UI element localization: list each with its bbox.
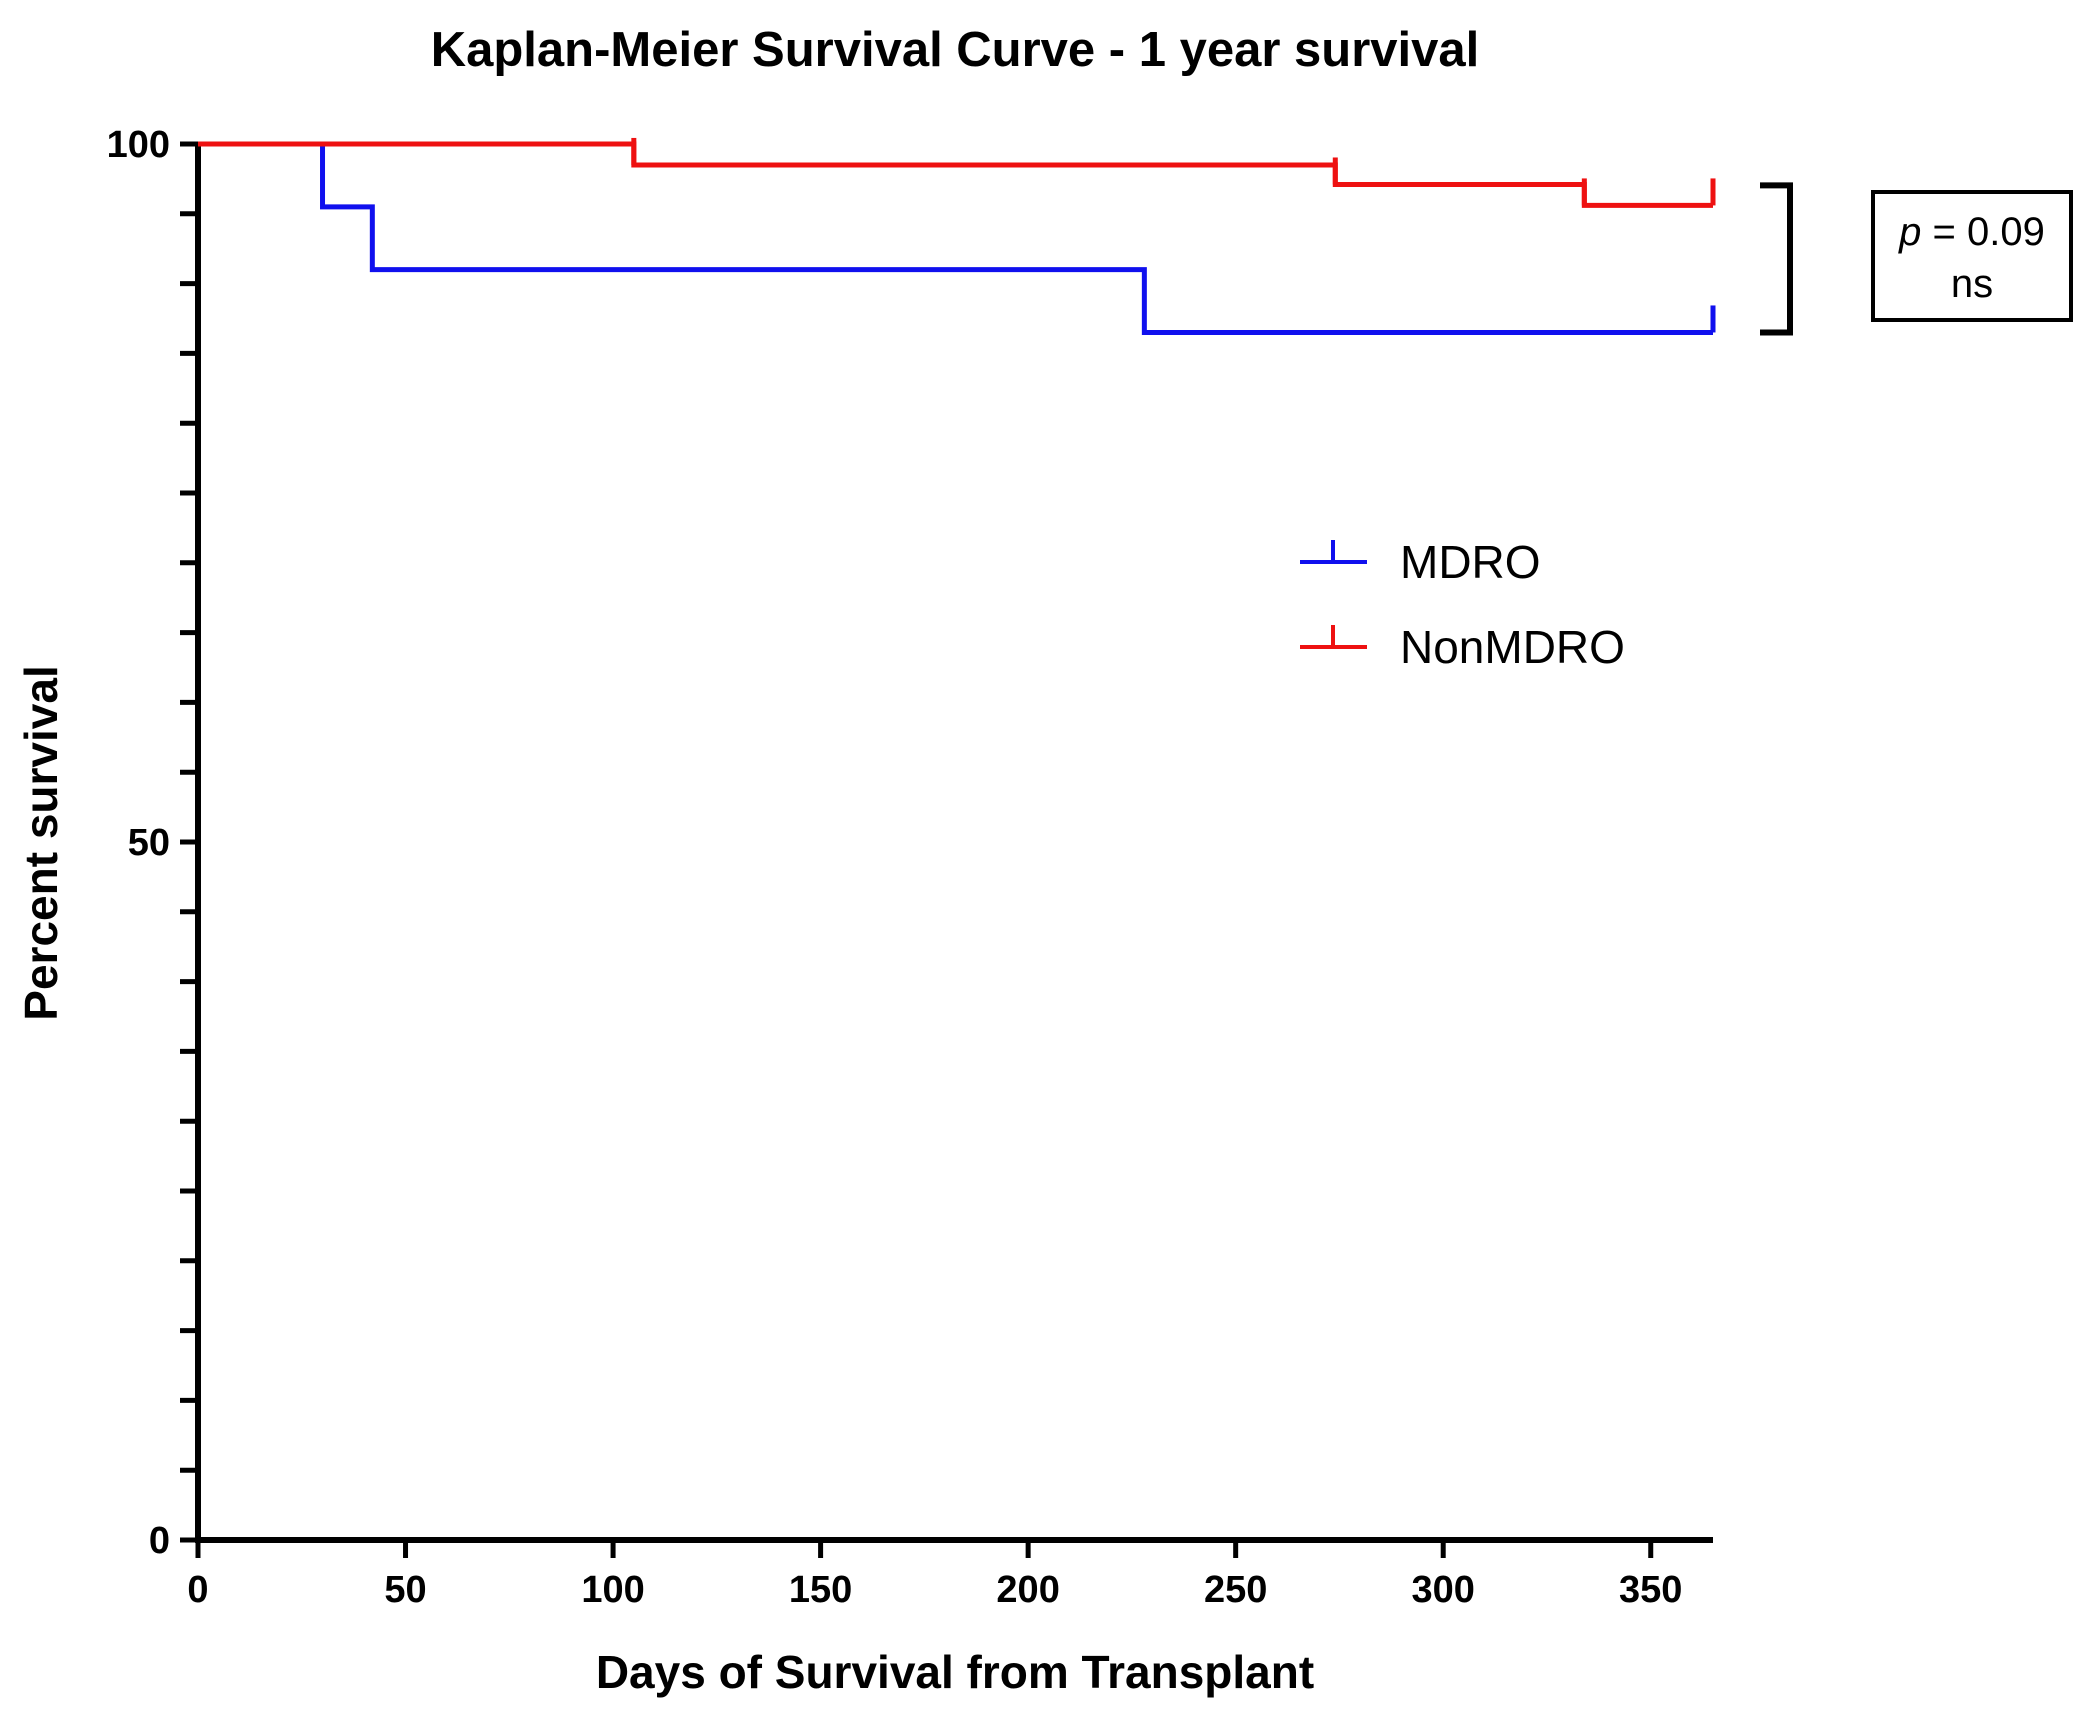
x-tick-label: 250 <box>1204 1569 1267 1611</box>
y-tick-label: 0 <box>149 1520 170 1562</box>
legend-marker-mdro <box>1300 540 1367 564</box>
x-tick-label: 150 <box>789 1569 852 1611</box>
series-layer <box>198 137 1716 335</box>
x-tick-label: 0 <box>187 1569 208 1611</box>
survival-curve-nonmdro <box>198 141 1713 208</box>
x-tick-label: 100 <box>581 1569 644 1611</box>
legend-marker-nonmdro <box>1300 625 1367 649</box>
chart-title: Kaplan-Meier Survival Curve - 1 year sur… <box>431 23 1480 77</box>
y-tick-label: 50 <box>128 822 170 864</box>
y-axis-label: Percent survival <box>15 665 67 1020</box>
x-axis-label: Days of Survival from Transplant <box>596 1646 1314 1698</box>
significance-label: ns <box>1951 262 1993 306</box>
x-tick-label: 200 <box>996 1569 1059 1611</box>
significance-annotation: p = 0.09 ns <box>1760 182 2073 336</box>
legend-label-nonmdro: NonMDRO <box>1400 621 1625 673</box>
p-value-box <box>1871 190 2073 322</box>
p-value: = 0.09 <box>1921 210 2044 254</box>
x-tick-label: 50 <box>384 1569 426 1611</box>
y-tick-label: 100 <box>107 124 170 166</box>
survival-curve-mdro <box>198 141 1713 335</box>
x-tick-label: 300 <box>1412 1569 1475 1611</box>
p-value-text: p = 0.09 <box>1898 210 2045 254</box>
legend-label-mdro: MDRO <box>1400 536 1541 588</box>
x-tick-label: 350 <box>1619 1569 1682 1611</box>
legend: MDRO NonMDRO <box>1300 536 1625 673</box>
significance-bracket <box>1760 182 1793 336</box>
p-symbol: p <box>1898 210 1921 254</box>
axes: 0 50 100 0 50 100 150 200 250 300 350 <box>107 124 1713 1611</box>
